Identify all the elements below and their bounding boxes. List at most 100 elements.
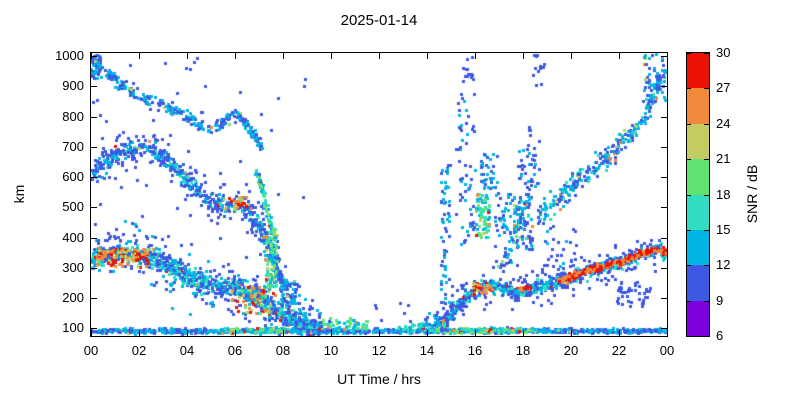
- cb-tick: [704, 229, 709, 231]
- cb-tick-label: 24: [716, 115, 731, 131]
- y-tick-label: 900: [62, 78, 84, 94]
- y-tick: [661, 177, 667, 179]
- x-tick-label: 14: [419, 343, 435, 358]
- cb-tick: [704, 194, 709, 196]
- cb-tick: [704, 88, 709, 90]
- y-tick: [661, 237, 667, 239]
- x-tick: [283, 330, 284, 336]
- y-tick: [91, 328, 97, 330]
- y-tick-label: 100: [62, 320, 84, 336]
- scatter-canvas: [91, 53, 667, 336]
- x-tick: [283, 53, 284, 59]
- y-tick: [91, 267, 97, 269]
- x-tick: [571, 53, 572, 59]
- x-tick-label: 20: [563, 343, 579, 358]
- x-tick: [523, 53, 524, 59]
- x-tick: [475, 330, 476, 336]
- y-tick: [661, 86, 667, 88]
- y-tick: [91, 237, 97, 239]
- x-tick-label: 12: [371, 343, 387, 358]
- cb-tick: [687, 265, 691, 267]
- cb-tick: [704, 159, 709, 161]
- cb-tick: [687, 336, 691, 337]
- y-tick: [661, 116, 667, 118]
- x-tick: [139, 53, 140, 59]
- x-tick-label: 00: [659, 343, 675, 358]
- y-tick: [661, 298, 667, 300]
- cb-tick-label: 21: [716, 151, 731, 167]
- y-tick: [661, 207, 667, 209]
- cb-tick: [704, 53, 709, 54]
- x-tick: [619, 330, 620, 336]
- x-tick-label: 04: [179, 343, 195, 358]
- y-tick-label: 200: [62, 290, 84, 306]
- colorbar-band: [687, 123, 709, 160]
- x-tick: [139, 330, 140, 336]
- x-tick: [331, 53, 332, 59]
- x-tick: [667, 330, 668, 336]
- x-tick: [187, 53, 188, 59]
- colorbar-band: [687, 158, 709, 195]
- y-tick-label: 400: [62, 229, 84, 245]
- y-tick: [91, 146, 97, 148]
- x-tick: [235, 53, 236, 59]
- y-tick-label: 600: [62, 169, 84, 185]
- plot-area: [90, 52, 668, 337]
- x-tick: [427, 53, 428, 59]
- y-tick: [661, 146, 667, 148]
- cb-tick-label: 18: [716, 186, 731, 202]
- x-tick-label: 02: [131, 343, 147, 358]
- cb-tick: [687, 159, 691, 161]
- colorbar-band: [687, 264, 709, 301]
- y-axis-label: km: [11, 184, 27, 204]
- y-tick: [91, 116, 97, 118]
- cb-tick-label: 30: [716, 45, 731, 60]
- cb-tick: [687, 88, 691, 90]
- cb-tick: [687, 300, 691, 302]
- x-axis-label: UT Time / hrs: [337, 371, 421, 387]
- colorbar-band: [687, 194, 709, 230]
- y-tick-label: 500: [62, 199, 84, 215]
- y-tick: [91, 177, 97, 179]
- x-tick: [523, 330, 524, 336]
- x-tick: [427, 330, 428, 336]
- y-tick: [91, 56, 97, 58]
- cb-tick: [704, 265, 709, 267]
- colorbar-band: [687, 300, 709, 336]
- x-tick: [91, 330, 92, 336]
- y-tick: [661, 328, 667, 330]
- cb-tick-label: 27: [716, 80, 731, 96]
- cb-tick: [687, 229, 691, 231]
- colorbar-band: [687, 87, 709, 124]
- x-tick-label: 10: [323, 343, 339, 358]
- x-tick-label: 18: [515, 343, 531, 358]
- x-tick: [619, 53, 620, 59]
- cb-tick: [704, 336, 709, 337]
- x-tick: [91, 53, 92, 59]
- y-tick-label: 1000: [55, 48, 84, 64]
- x-tick: [379, 330, 380, 336]
- cb-tick: [704, 300, 709, 302]
- y-tick-label: 700: [62, 138, 84, 154]
- x-tick-label: 00: [83, 343, 99, 358]
- y-tick: [661, 56, 667, 58]
- colorbar-band: [687, 229, 709, 266]
- x-tick-label: 22: [611, 343, 627, 358]
- x-tick: [235, 330, 236, 336]
- x-tick: [571, 330, 572, 336]
- cb-tick: [704, 123, 709, 125]
- chart-title: 2025-01-14: [340, 12, 418, 29]
- cb-tick: [687, 194, 691, 196]
- colorbar-band: [687, 52, 709, 89]
- y-tick: [661, 267, 667, 269]
- y-tick: [91, 298, 97, 300]
- cb-tick-label: 9: [716, 292, 724, 308]
- cb-tick-label: 6: [716, 328, 724, 343]
- cb-tick: [687, 53, 691, 54]
- y-tick-label: 300: [62, 259, 84, 275]
- x-tick: [667, 53, 668, 59]
- cb-tick-label: 15: [716, 221, 731, 237]
- colorbar: [686, 52, 710, 337]
- x-tick: [475, 53, 476, 59]
